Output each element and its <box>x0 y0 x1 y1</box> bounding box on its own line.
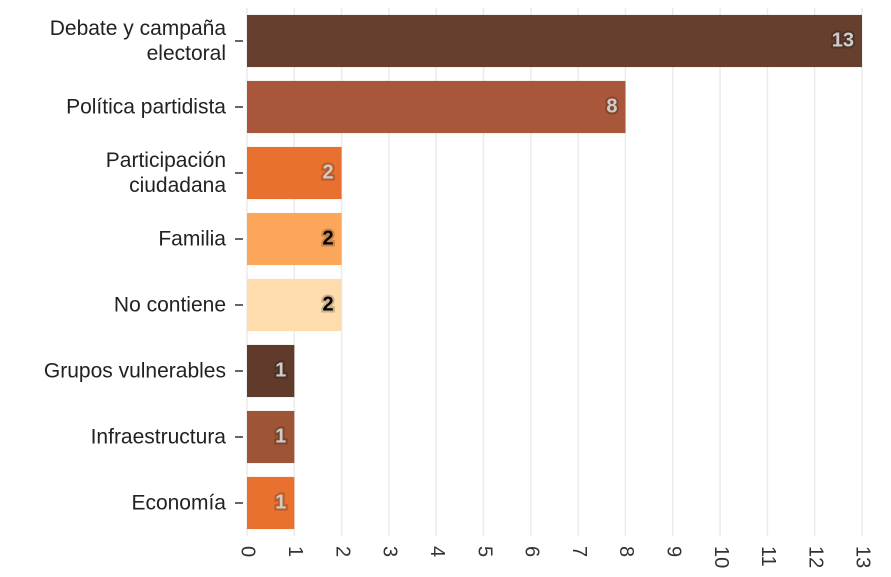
bar <box>247 80 626 134</box>
y-tick-label: Infraestructura <box>90 425 226 449</box>
bar <box>247 14 862 68</box>
x-tick-label: 13 <box>852 546 874 568</box>
bar <box>247 344 295 398</box>
value-label: 1 <box>275 425 286 447</box>
y-tick-label: Política partidista <box>66 95 226 119</box>
x-tick-label: 9 <box>662 546 684 557</box>
bar <box>247 410 295 464</box>
value-label: 2 <box>322 293 333 315</box>
bar <box>247 476 295 530</box>
x-tick-label: 10 <box>710 546 732 568</box>
value-label: 2 <box>322 227 333 249</box>
x-tick-label: 4 <box>426 546 448 557</box>
y-tick-label: No contiene <box>113 293 226 317</box>
x-tick-label: 7 <box>568 546 590 557</box>
y-tick-label: Economía <box>131 491 226 515</box>
x-tick-label: 11 <box>757 546 779 567</box>
value-label: 1 <box>275 359 286 381</box>
x-tick-label: 1 <box>284 546 306 557</box>
x-tick-label: 6 <box>521 546 543 557</box>
x-tick-label: 12 <box>804 546 826 568</box>
bar <box>247 146 342 200</box>
y-tick-label: Familia <box>158 227 226 251</box>
bar <box>247 278 342 332</box>
value-label: 2 <box>322 161 333 183</box>
x-tick-label: 0 <box>237 546 259 557</box>
y-tick-label: Debate y campaña electoral <box>49 17 226 65</box>
x-tick-label: 8 <box>615 546 637 557</box>
bar <box>247 212 342 266</box>
value-label: 8 <box>606 95 617 117</box>
value-label: 13 <box>832 29 854 51</box>
x-tick-label: 2 <box>331 546 353 557</box>
x-tick-label: 5 <box>473 546 495 557</box>
y-tick-label: Participación ciudadana <box>105 149 226 197</box>
x-tick-label: 3 <box>379 546 401 557</box>
y-tick-label: Grupos vulnerables <box>43 359 226 383</box>
value-label: 1 <box>275 491 286 513</box>
